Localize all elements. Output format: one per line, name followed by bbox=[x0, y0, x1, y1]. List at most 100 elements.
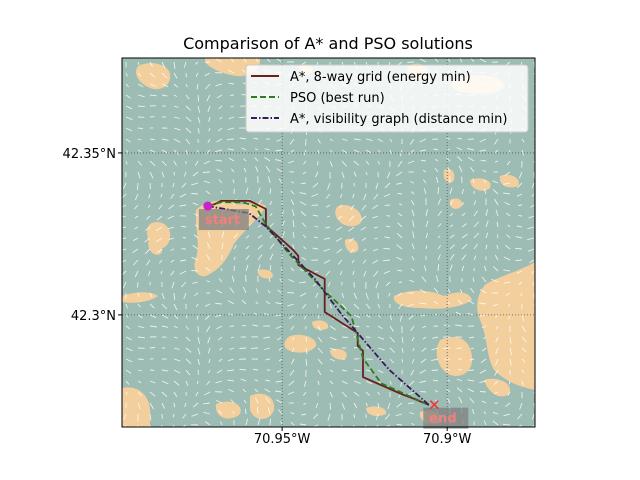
current-arrow bbox=[422, 179, 427, 184]
current-arrow bbox=[290, 358, 295, 365]
current-arrow bbox=[269, 222, 274, 228]
current-arrow bbox=[170, 259, 175, 263]
current-arrow bbox=[290, 199, 295, 206]
route-series-3 bbox=[207, 205, 430, 406]
current-arrow bbox=[219, 347, 223, 351]
current-arrow bbox=[533, 160, 535, 165]
current-arrow bbox=[372, 215, 379, 219]
current-arrow bbox=[529, 259, 535, 264]
current-arrow bbox=[195, 224, 199, 228]
current-arrow bbox=[301, 257, 307, 261]
current-arrow bbox=[305, 358, 308, 366]
current-arrow bbox=[161, 61, 166, 69]
legend-label: PSO (best run) bbox=[290, 91, 385, 106]
current-arrow bbox=[483, 336, 487, 340]
current-arrow bbox=[409, 412, 415, 415]
current-arrow bbox=[268, 277, 271, 283]
current-arrow bbox=[385, 281, 391, 287]
current-arrow bbox=[302, 234, 307, 239]
current-arrow bbox=[425, 232, 429, 239]
current-arrow bbox=[125, 116, 133, 121]
current-arrow bbox=[377, 391, 380, 395]
current-arrow bbox=[243, 158, 247, 162]
current-arrow bbox=[160, 193, 163, 198]
current-arrow bbox=[372, 248, 379, 252]
current-arrow bbox=[375, 424, 379, 427]
current-arrow bbox=[456, 147, 463, 151]
current-arrow bbox=[219, 116, 223, 120]
current-arrow bbox=[504, 244, 511, 250]
current-arrow bbox=[479, 138, 487, 143]
current-arrow bbox=[423, 265, 427, 272]
current-arrow bbox=[409, 279, 415, 283]
current-arrow bbox=[506, 234, 511, 239]
current-arrow bbox=[125, 380, 130, 385]
current-arrow bbox=[173, 94, 178, 97]
current-arrow bbox=[277, 289, 283, 294]
current-arrow bbox=[192, 171, 199, 177]
current-arrow bbox=[137, 314, 143, 319]
current-arrow bbox=[457, 299, 463, 305]
current-arrow bbox=[422, 169, 427, 173]
current-arrow bbox=[503, 413, 511, 417]
current-arrow bbox=[173, 149, 179, 155]
current-arrow bbox=[137, 105, 145, 108]
current-arrow bbox=[407, 160, 415, 164]
current-arrow bbox=[254, 388, 259, 393]
current-arrow bbox=[173, 116, 180, 119]
current-arrow bbox=[437, 187, 440, 195]
current-arrow bbox=[396, 182, 403, 185]
current-arrow bbox=[437, 244, 442, 250]
current-arrow bbox=[275, 159, 283, 162]
current-arrow bbox=[468, 369, 475, 371]
current-arrow bbox=[254, 379, 259, 382]
current-arrow bbox=[301, 413, 307, 416]
current-arrow bbox=[470, 58, 475, 63]
current-arrow bbox=[137, 391, 142, 397]
current-arrow bbox=[336, 226, 343, 231]
current-arrow bbox=[149, 138, 155, 141]
current-arrow bbox=[275, 390, 283, 393]
current-arrow bbox=[216, 94, 223, 99]
current-arrow bbox=[473, 243, 478, 250]
current-arrow bbox=[161, 303, 168, 310]
current-arrow bbox=[515, 236, 523, 239]
current-arrow bbox=[276, 138, 283, 142]
current-arrow bbox=[375, 413, 379, 421]
current-arrow bbox=[483, 420, 487, 426]
current-arrow bbox=[317, 336, 323, 343]
current-arrow bbox=[122, 193, 127, 199]
current-arrow bbox=[389, 358, 395, 364]
current-arrow bbox=[218, 278, 223, 283]
current-arrow bbox=[228, 388, 235, 393]
current-arrow bbox=[461, 201, 465, 206]
current-arrow bbox=[265, 358, 271, 361]
current-arrow bbox=[275, 149, 283, 152]
current-arrow bbox=[216, 325, 223, 330]
current-arrow bbox=[232, 179, 235, 184]
current-arrow bbox=[317, 369, 322, 376]
current-arrow bbox=[300, 211, 307, 217]
current-arrow bbox=[473, 232, 479, 239]
current-arrow bbox=[194, 292, 199, 297]
current-arrow bbox=[516, 193, 523, 197]
current-arrow bbox=[241, 93, 247, 96]
current-arrow bbox=[220, 267, 223, 272]
current-arrow bbox=[196, 314, 199, 320]
current-arrow bbox=[122, 270, 127, 276]
current-arrow bbox=[494, 369, 499, 376]
current-arrow bbox=[281, 220, 285, 228]
current-arrow bbox=[389, 314, 393, 321]
current-arrow bbox=[173, 358, 181, 362]
current-arrow bbox=[377, 358, 385, 362]
island-south-center-1 bbox=[312, 320, 329, 330]
current-arrow bbox=[302, 391, 307, 397]
current-arrow bbox=[149, 94, 157, 97]
current-arrow bbox=[348, 215, 355, 222]
current-arrow bbox=[288, 278, 295, 283]
current-arrow bbox=[373, 270, 379, 277]
current-arrow bbox=[181, 182, 187, 188]
current-arrow bbox=[434, 167, 439, 173]
start-label: start bbox=[205, 213, 240, 228]
current-arrow bbox=[269, 243, 275, 250]
